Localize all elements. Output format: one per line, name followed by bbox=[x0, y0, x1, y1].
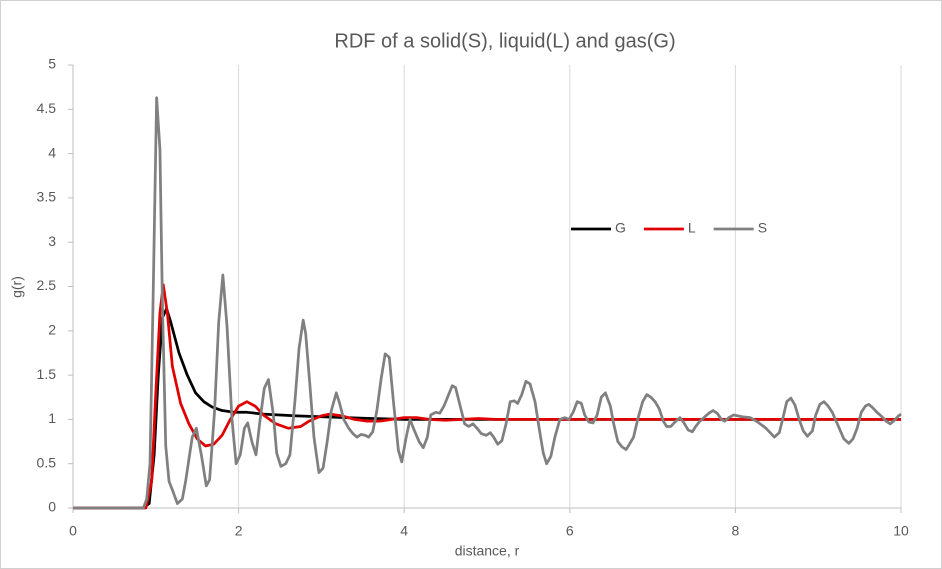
y-tick-label: 5 bbox=[48, 56, 56, 72]
legend-label: S bbox=[758, 220, 767, 236]
y-tick-label: 0.5 bbox=[37, 454, 57, 470]
x-tick-label: 0 bbox=[69, 523, 77, 539]
x-tick-label: 2 bbox=[235, 523, 243, 539]
series-line bbox=[73, 283, 901, 510]
legend-label: L bbox=[688, 220, 696, 236]
x-tick-label: 6 bbox=[566, 523, 574, 539]
y-tick-label: 1 bbox=[48, 410, 56, 426]
series-line bbox=[73, 307, 901, 510]
y-axis-label: g(r) bbox=[9, 276, 25, 298]
y-tick-label: 1.5 bbox=[37, 366, 57, 382]
series-line bbox=[73, 96, 902, 510]
y-tick-label: 4.5 bbox=[37, 100, 57, 116]
x-tick-label: 8 bbox=[732, 523, 740, 539]
y-tick-label: 2 bbox=[48, 322, 56, 338]
x-tick-label: 10 bbox=[893, 523, 909, 539]
y-tick-label: 3.5 bbox=[37, 189, 57, 205]
x-axis-label: distance, r bbox=[455, 543, 520, 559]
y-tick-label: 4 bbox=[48, 144, 56, 160]
chart-title: RDF of a solid(S), liquid(L) and gas(G) bbox=[334, 30, 675, 52]
y-tick-label: 0 bbox=[48, 499, 56, 515]
y-tick-label: 2.5 bbox=[37, 277, 57, 293]
y-tick-label: 3 bbox=[48, 233, 56, 249]
x-tick-label: 4 bbox=[400, 523, 408, 539]
legend-label: G bbox=[615, 220, 626, 236]
